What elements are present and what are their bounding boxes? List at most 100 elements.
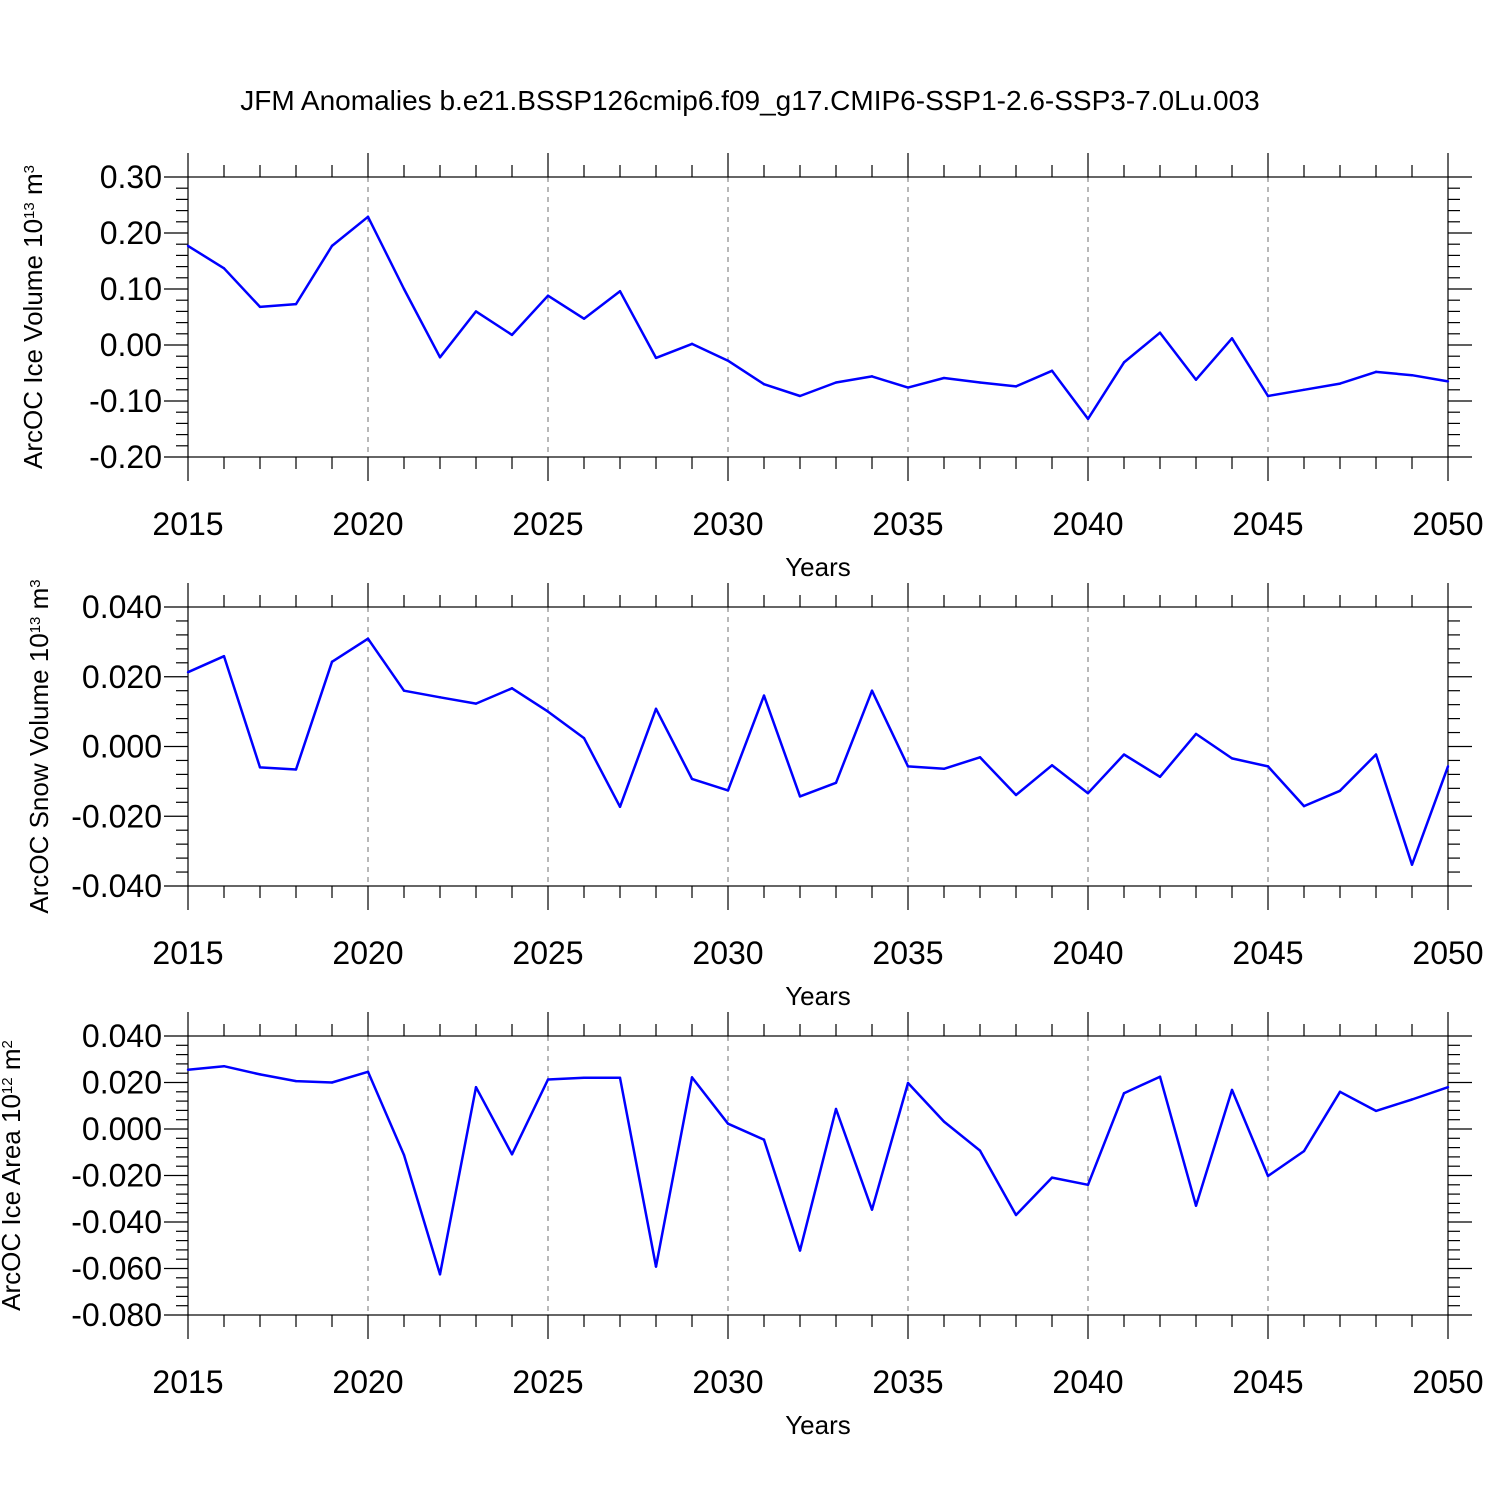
y-tick-label: -0.040 <box>71 868 162 904</box>
data-point <box>582 736 586 740</box>
data-point <box>870 375 874 378</box>
data-point <box>654 707 658 711</box>
data-point <box>870 1208 874 1211</box>
data-point <box>546 1078 550 1081</box>
y-axis-title-prefix: ArcOC Ice Volume 10 <box>18 219 48 469</box>
data-point <box>582 1076 586 1080</box>
data-point <box>366 637 370 640</box>
data-point <box>1194 732 1198 736</box>
data-point <box>1410 1098 1414 1101</box>
data-point <box>1050 369 1054 372</box>
y-tick-label: 0.020 <box>82 1065 162 1101</box>
data-point <box>1410 374 1414 377</box>
data-point <box>690 1076 694 1079</box>
data-point <box>1122 1091 1126 1095</box>
data-point <box>1446 380 1450 383</box>
x-axis-title: Years <box>785 1410 851 1440</box>
data-point <box>1410 863 1414 866</box>
y-tick-label: -0.20 <box>89 439 162 475</box>
x-tick-label: 2045 <box>1232 506 1303 542</box>
data-point <box>258 1073 262 1076</box>
y-tick-label: 0.040 <box>82 1018 162 1054</box>
x-tick-label: 2035 <box>872 506 943 542</box>
data-point <box>294 1079 298 1083</box>
x-tick-label: 2030 <box>692 935 763 971</box>
y-axis-title-exp: 12 <box>0 1077 16 1094</box>
data-point <box>762 694 766 697</box>
x-tick-label: 2035 <box>872 935 943 971</box>
data-point <box>1302 804 1306 808</box>
data-point <box>762 1138 766 1141</box>
data-point <box>510 1153 514 1156</box>
data-point <box>1158 775 1162 779</box>
data-point <box>330 660 334 663</box>
data-point <box>1086 1183 1090 1187</box>
data-point <box>978 756 982 759</box>
y-axis-title-prefix: ArcOC Ice Area 10 <box>0 1094 26 1311</box>
data-point <box>1194 1204 1198 1207</box>
data-point <box>510 687 514 690</box>
data-point <box>1014 793 1018 797</box>
data-point <box>618 1076 622 1080</box>
x-tick-label: 2025 <box>512 935 583 971</box>
panels: 2015 2020 2025 2030 2035 2040 2045 2050 -0.20 -0.… <box>0 153 1484 1440</box>
y-tick-label: 0.000 <box>82 1111 162 1147</box>
x-tick-label: 2045 <box>1232 935 1303 971</box>
data-point <box>1158 331 1162 334</box>
y-tick-label: 0.20 <box>100 215 162 251</box>
panel-3: 2015 2020 2025 2030 2035 2040 2045 2050 -0.080 -0… <box>0 1012 1484 1440</box>
data-point <box>762 383 766 386</box>
x-tick-label: 2050 <box>1412 506 1483 542</box>
data-point <box>474 310 478 313</box>
data-point <box>294 768 298 771</box>
x-tick-label: 2040 <box>1052 1364 1123 1400</box>
y-tick-label: -0.060 <box>71 1251 162 1287</box>
data-point <box>1014 385 1018 388</box>
x-axis-title: Years <box>785 552 851 582</box>
data-point <box>1014 1213 1018 1217</box>
data-point <box>1086 417 1090 421</box>
data-point <box>1338 789 1342 792</box>
y-axis-title-unit: m <box>0 1049 26 1078</box>
x-tick-label: 2020 <box>332 935 403 971</box>
data-point <box>582 317 586 320</box>
data-point <box>1050 1176 1054 1179</box>
data-point <box>1050 764 1054 767</box>
data-point <box>402 689 406 692</box>
y-axis-title-unit: m <box>18 173 48 202</box>
data-point <box>186 671 190 674</box>
data-point <box>726 789 730 792</box>
data-point <box>906 765 910 768</box>
y-tick-label: -0.080 <box>71 1297 162 1333</box>
data-point <box>1374 370 1378 374</box>
data-point <box>798 394 802 398</box>
y-tick-label: -0.040 <box>71 1204 162 1240</box>
data-point <box>654 356 658 360</box>
data-point <box>258 305 262 309</box>
x-tick-label: 2015 <box>152 1364 223 1400</box>
data-point <box>834 1107 838 1111</box>
data-point <box>1446 765 1450 768</box>
x-tick-label: 2030 <box>692 1364 763 1400</box>
y-axis-title-unit-exp: 2 <box>0 1040 16 1048</box>
x-tick-label: 2050 <box>1412 935 1483 971</box>
panel-1: 2015 2020 2025 2030 2035 2040 2045 2050 -0.20 -0.… <box>18 153 1484 582</box>
data-point <box>906 386 910 389</box>
y-axis-title: ArcOC Snow Volume 1013 m3 <box>24 579 54 913</box>
x-tick-label: 2050 <box>1412 1364 1483 1400</box>
y-tick-label: 0.10 <box>100 271 162 307</box>
data-point <box>690 342 694 346</box>
data-point <box>870 689 874 692</box>
data-point <box>186 244 190 248</box>
plot-frame <box>187 176 1449 458</box>
y-tick-label: 0.30 <box>100 159 162 195</box>
data-point <box>834 381 838 384</box>
x-tick-label: 2035 <box>872 1364 943 1400</box>
series-line <box>187 1064 1449 1276</box>
data-point <box>438 696 442 699</box>
data-point <box>798 795 802 798</box>
data-point <box>474 702 478 705</box>
data-point <box>1086 792 1090 795</box>
series-line <box>187 215 1449 421</box>
series-line <box>187 637 1450 866</box>
